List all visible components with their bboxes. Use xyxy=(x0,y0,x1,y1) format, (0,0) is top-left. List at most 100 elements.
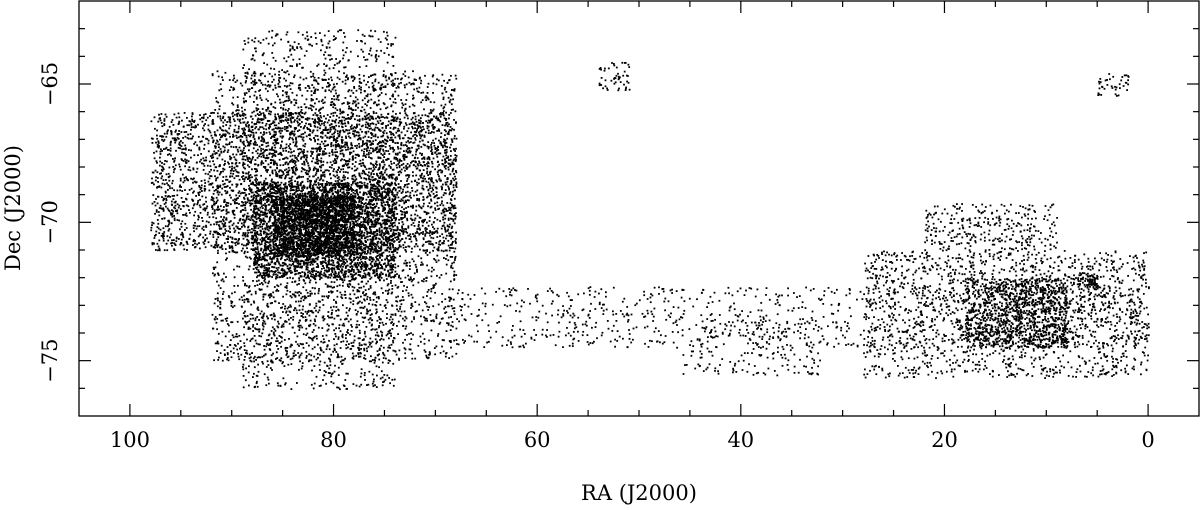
scatter-point xyxy=(368,113,370,115)
scatter-point xyxy=(227,202,230,204)
scatter-point xyxy=(325,295,328,298)
scatter-point xyxy=(301,121,303,123)
scatter-point xyxy=(438,197,440,199)
scatter-point xyxy=(449,256,452,258)
scatter-point xyxy=(387,220,389,222)
scatter-point xyxy=(292,315,295,318)
scatter-point xyxy=(454,207,457,209)
scatter-point xyxy=(432,221,435,223)
scatter-point xyxy=(154,212,156,215)
scatter-point xyxy=(235,131,238,134)
scatter-point xyxy=(229,155,231,158)
scatter-point xyxy=(262,148,264,151)
scatter-point xyxy=(298,309,301,312)
scatter-point xyxy=(365,206,368,208)
scatter-point xyxy=(281,234,284,236)
scatter-point xyxy=(422,221,425,224)
scatter-point xyxy=(415,194,418,196)
scatter-point xyxy=(249,179,251,182)
scatter-point xyxy=(213,163,216,166)
scatter-point xyxy=(442,96,445,99)
scatter-point xyxy=(452,108,454,111)
scatter-point xyxy=(329,130,332,133)
scatter-point xyxy=(396,191,399,194)
scatter-point xyxy=(368,140,370,142)
scatter-point xyxy=(453,119,455,121)
scatter-point xyxy=(435,186,438,189)
scatter-point xyxy=(215,189,217,191)
scatter-point xyxy=(436,248,439,251)
scatter-point xyxy=(305,355,308,357)
scatter-point xyxy=(203,185,206,187)
scatter-point xyxy=(395,176,397,179)
scatter-point xyxy=(197,191,200,194)
scatter-point xyxy=(306,90,309,92)
scatter-point xyxy=(303,161,306,164)
scatter-point xyxy=(378,325,381,327)
scatter-point xyxy=(232,96,235,99)
scatter-point xyxy=(229,180,232,183)
scatter-point xyxy=(421,99,424,101)
scatter-point xyxy=(233,202,236,205)
scatter-point xyxy=(366,222,369,225)
scatter-point xyxy=(344,125,347,127)
scatter-point xyxy=(420,340,422,343)
scatter-point xyxy=(317,253,320,256)
scatter-point xyxy=(343,275,345,278)
scatter-point xyxy=(331,189,334,192)
scatter-point xyxy=(401,238,404,240)
scatter-point xyxy=(369,115,372,118)
scatter-point xyxy=(382,122,384,124)
scatter-point xyxy=(254,168,257,170)
scatter-point xyxy=(365,132,368,135)
scatter-point xyxy=(225,209,228,212)
scatter-point xyxy=(163,231,166,233)
scatter-point xyxy=(160,207,162,210)
scatter-point xyxy=(236,109,238,111)
scatter-point xyxy=(284,307,286,310)
scatter-point xyxy=(243,301,246,304)
scatter-point xyxy=(184,158,186,161)
scatter-point xyxy=(452,240,454,243)
scatter-point xyxy=(233,209,236,212)
scatter-point xyxy=(400,192,403,194)
scatter-point xyxy=(276,137,279,140)
scatter-point xyxy=(416,230,418,233)
scatter-point xyxy=(442,146,444,149)
scatter-point xyxy=(325,117,327,120)
scatter-point xyxy=(392,147,394,150)
scatter-point xyxy=(372,140,375,143)
scatter-point xyxy=(449,173,452,176)
scatter-point xyxy=(194,141,197,144)
scatter-point xyxy=(231,167,233,170)
scatter-point xyxy=(263,180,266,182)
scatter-point xyxy=(256,121,259,123)
scatter-point xyxy=(296,120,299,123)
scatter-point xyxy=(210,198,213,201)
scatter-point xyxy=(347,90,350,93)
scatter-point xyxy=(402,73,405,76)
scatter-point xyxy=(319,205,322,207)
scatter-point xyxy=(378,172,381,175)
scatter-point xyxy=(302,204,305,207)
scatter-point xyxy=(405,141,408,144)
scatter-point xyxy=(181,119,183,122)
scatter-point xyxy=(194,239,196,242)
scatter-point xyxy=(315,358,318,361)
scatter-point xyxy=(257,137,260,140)
scatter-point xyxy=(423,202,425,205)
scatter-point xyxy=(424,351,427,353)
scatter-point xyxy=(157,144,160,147)
scatter-point xyxy=(243,187,245,190)
scatter-point xyxy=(176,212,179,215)
scatter-point xyxy=(437,246,440,248)
scatter-point xyxy=(162,208,165,211)
scatter-point xyxy=(164,113,167,116)
scatter-point xyxy=(241,127,244,130)
scatter-point xyxy=(200,180,203,182)
scatter-point xyxy=(239,228,242,230)
scatter-point xyxy=(352,132,354,135)
scatter-point xyxy=(408,105,411,108)
scatter-point xyxy=(242,247,244,250)
scatter-point xyxy=(402,317,404,320)
